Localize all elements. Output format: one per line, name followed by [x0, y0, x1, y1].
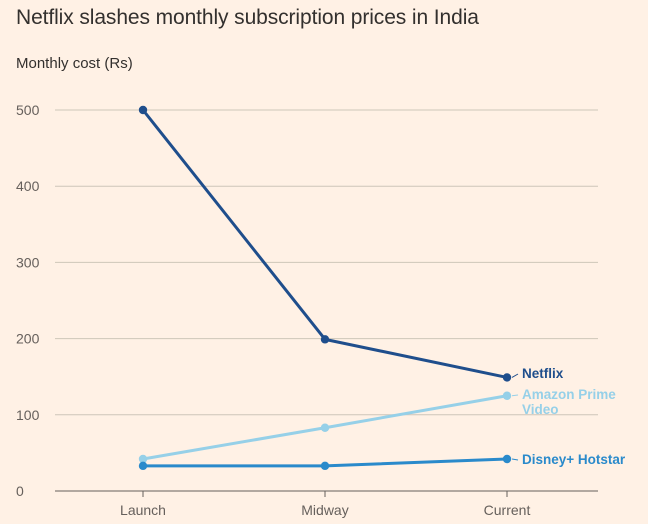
y-tick-label-100: 100 — [16, 407, 40, 423]
y-tick-label-200: 200 — [16, 331, 40, 347]
gridlines — [55, 109, 598, 416]
series-label-netflix: Netflix — [522, 366, 564, 381]
series-label-amazon-prime-video: Amazon Prime Video — [522, 387, 616, 417]
x-tick-label-midway: Midway — [301, 502, 348, 518]
series-label-line: Amazon Prime — [522, 387, 616, 402]
data-point-disney-hotstar-midway — [320, 461, 330, 471]
x-axis: Launch Midway Current — [55, 490, 598, 518]
label-connector-amazon-prime-video — [511, 394, 519, 397]
y-axis-ticks: 0 100 200 300 400 500 — [16, 102, 40, 499]
series-label-line: Video — [522, 402, 559, 417]
data-point-disney-hotstar-current — [502, 454, 512, 464]
x-tick-label-current: Current — [484, 502, 531, 518]
y-axis-label: Monthly cost (Rs) — [16, 55, 133, 72]
data-point-netflix-current — [502, 373, 512, 382]
label-connector-netflix — [511, 373, 519, 378]
series-label-line: Disney+ Hotstar — [522, 452, 626, 467]
data-point-netflix-launch — [138, 105, 148, 115]
label-connector-disney-hotstar — [511, 458, 519, 461]
y-tick-label-300: 300 — [16, 254, 40, 270]
x-tick-label-launch: Launch — [120, 502, 166, 518]
series-labels: Netflix Amazon Prime Video Disney+ Hotstar — [511, 366, 626, 467]
y-tick-label-400: 400 — [16, 178, 40, 194]
data-point-amazon-prime-video-current — [502, 391, 512, 400]
data-point-amazon-prime-video-launch — [138, 454, 148, 464]
series-label-disney-hotstar: Disney+ Hotstar — [522, 452, 626, 467]
data-point-amazon-prime-video-midway — [320, 423, 330, 432]
series-label-line: Netflix — [522, 366, 564, 381]
data-point-disney-hotstar-launch — [138, 461, 148, 471]
series-lines — [141, 108, 509, 468]
chart-title: Netflix slashes monthly subscription pri… — [16, 6, 479, 29]
data-point-netflix-midway — [320, 335, 330, 344]
y-tick-label-500: 500 — [16, 102, 40, 118]
y-tick-label-0: 0 — [16, 483, 24, 499]
series-points — [138, 105, 512, 471]
